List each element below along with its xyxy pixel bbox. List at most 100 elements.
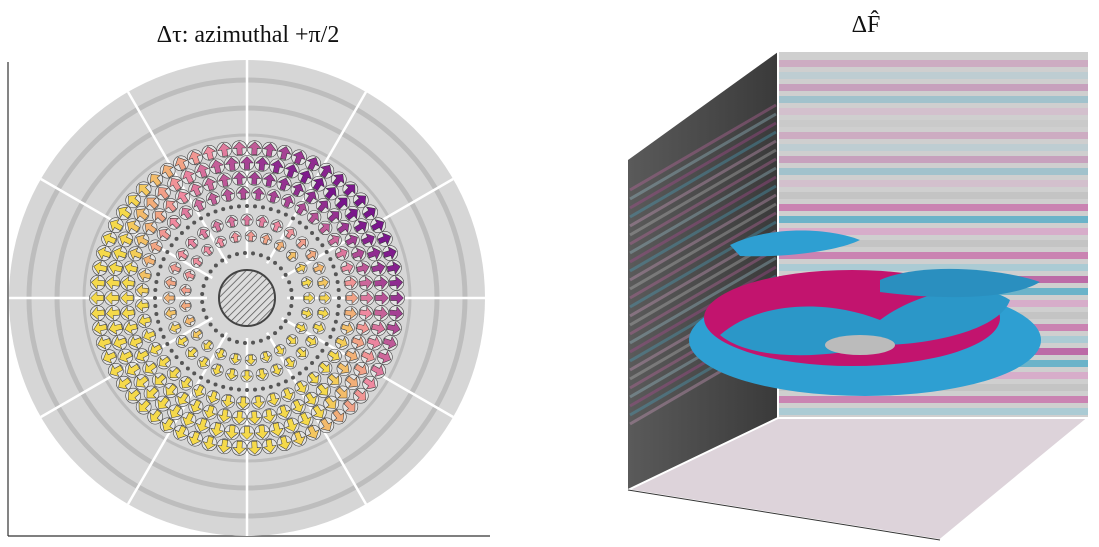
stripe bbox=[629, 148, 777, 237]
dot bbox=[213, 328, 218, 333]
arrow bbox=[146, 386, 159, 399]
dot bbox=[161, 334, 166, 339]
dot bbox=[242, 340, 247, 345]
arrow bbox=[337, 362, 350, 374]
arrow bbox=[120, 291, 134, 305]
arrow bbox=[180, 207, 192, 220]
arrow bbox=[317, 307, 329, 319]
arrow bbox=[353, 195, 367, 207]
arrow bbox=[215, 237, 226, 248]
dot bbox=[304, 366, 309, 371]
arrow bbox=[345, 208, 358, 221]
arrow bbox=[247, 141, 262, 156]
dot bbox=[208, 322, 213, 327]
arrow bbox=[217, 142, 232, 157]
dot bbox=[268, 384, 273, 389]
stripe bbox=[629, 139, 777, 228]
arrow bbox=[344, 276, 357, 290]
stripe bbox=[778, 408, 1088, 415]
arrow bbox=[344, 306, 357, 320]
arrow bbox=[255, 425, 270, 439]
arrow bbox=[108, 261, 123, 275]
dot bbox=[229, 205, 234, 210]
left-wall bbox=[628, 52, 778, 490]
arrow bbox=[182, 170, 195, 184]
arrow bbox=[312, 177, 325, 191]
stripe bbox=[778, 60, 1088, 67]
stripe bbox=[629, 112, 777, 201]
arrow bbox=[284, 164, 299, 178]
arrow bbox=[161, 418, 174, 432]
arrow bbox=[335, 336, 348, 349]
dot bbox=[185, 225, 190, 230]
arrow bbox=[275, 241, 285, 252]
dot bbox=[199, 216, 203, 221]
dot bbox=[304, 225, 309, 230]
arrow bbox=[177, 250, 188, 260]
arrow bbox=[217, 439, 232, 454]
arrow bbox=[247, 171, 262, 185]
arrow bbox=[203, 177, 217, 191]
arrow bbox=[282, 388, 294, 401]
arrow bbox=[296, 203, 308, 215]
stripe bbox=[629, 211, 777, 300]
dot bbox=[258, 338, 263, 343]
hub bbox=[218, 269, 276, 327]
stripe bbox=[778, 96, 1088, 103]
stripe bbox=[778, 84, 1088, 91]
arrow bbox=[239, 156, 255, 170]
arrow bbox=[211, 364, 223, 376]
dot bbox=[169, 348, 174, 353]
arrow bbox=[296, 381, 308, 393]
stripe bbox=[778, 252, 1088, 259]
arrow bbox=[382, 336, 397, 350]
arrow bbox=[236, 396, 250, 410]
arrow bbox=[203, 405, 217, 419]
stripe bbox=[778, 264, 1088, 271]
arrow bbox=[284, 418, 299, 432]
arrow bbox=[335, 197, 348, 210]
arrow bbox=[332, 409, 345, 423]
dot bbox=[158, 327, 163, 332]
dot bbox=[200, 300, 205, 305]
stripe bbox=[778, 204, 1088, 211]
arrow bbox=[203, 340, 213, 350]
arrow bbox=[260, 234, 272, 245]
arrow bbox=[362, 206, 376, 219]
arrow bbox=[149, 409, 162, 423]
arrow bbox=[193, 199, 205, 212]
dot bbox=[229, 386, 234, 391]
dot bbox=[174, 236, 179, 241]
dot bbox=[289, 287, 294, 292]
arrow bbox=[150, 241, 162, 253]
dot bbox=[201, 307, 206, 312]
edge bbox=[627, 489, 941, 541]
arrow bbox=[270, 422, 284, 437]
stripe bbox=[629, 193, 777, 282]
arrow bbox=[180, 376, 192, 389]
arrow bbox=[189, 399, 203, 413]
arrow bbox=[308, 372, 319, 384]
arrow bbox=[184, 270, 195, 281]
arrow bbox=[360, 291, 374, 305]
stripe bbox=[629, 130, 777, 219]
arrow bbox=[146, 197, 159, 210]
dot bbox=[310, 230, 315, 235]
dot bbox=[185, 366, 190, 371]
stripe bbox=[778, 144, 1088, 151]
stripe bbox=[629, 157, 777, 246]
arrow bbox=[320, 164, 333, 178]
arrow bbox=[308, 212, 319, 224]
stripe bbox=[629, 265, 777, 354]
dot bbox=[153, 296, 157, 300]
arrow bbox=[345, 349, 358, 362]
dot bbox=[268, 207, 273, 212]
stripe bbox=[778, 228, 1088, 235]
stripe bbox=[629, 121, 777, 210]
arrow bbox=[317, 383, 329, 396]
stripe bbox=[778, 72, 1088, 79]
arrow bbox=[305, 392, 317, 405]
arrow bbox=[193, 384, 205, 397]
arrow bbox=[292, 150, 306, 165]
